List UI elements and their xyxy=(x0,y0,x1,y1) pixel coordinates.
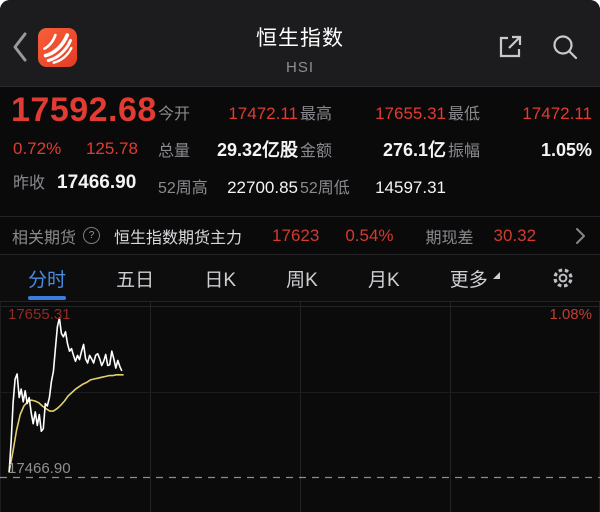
basis-label: 期现差 xyxy=(425,229,474,247)
chevron-left-icon xyxy=(13,32,27,62)
prev-close-value: 17466.90 xyxy=(57,172,137,193)
stats-row-1: 今开 17472.11 最高 17655.31 最低 17472.11 xyxy=(158,93,594,130)
share-button[interactable] xyxy=(496,33,524,61)
chart-max-percent-label: 1.08% xyxy=(549,306,592,323)
stat-turnover-label: 金额 xyxy=(300,142,333,160)
stat-low-label: 最低 xyxy=(448,105,481,123)
stats-grid: 今开 17472.11 最高 17655.31 最低 17472.11 总量 2… xyxy=(158,93,594,204)
eastmoney-logo-icon xyxy=(38,28,77,67)
caret-down-icon xyxy=(492,271,500,279)
stat-low: 最低 17472.11 xyxy=(448,100,594,124)
stat-volume: 总量 29.32亿股 xyxy=(158,136,300,162)
intraday-plot xyxy=(0,302,600,512)
tab-more[interactable]: 更多 xyxy=(450,255,500,302)
futures-change-percent: 0.54% xyxy=(345,225,394,245)
futures-label: 相关期货 xyxy=(12,229,77,247)
tab-intraday[interactable]: 分时 xyxy=(28,255,66,302)
search-icon xyxy=(553,35,578,60)
chart-prev-close-label: 17466.90 xyxy=(8,460,71,477)
gear-icon xyxy=(553,268,573,288)
tab-daily-k[interactable]: 日K xyxy=(204,269,236,291)
back-button[interactable] xyxy=(10,30,30,64)
tab-monthly-k[interactable]: 月K xyxy=(367,269,400,291)
stat-amplitude-value: 1.05% xyxy=(540,139,592,160)
chevron-right-icon xyxy=(576,227,585,244)
basis-value: 30.32 xyxy=(493,225,537,245)
stat-turnover-value: 276.1亿 xyxy=(382,139,446,160)
change-value: 125.78 xyxy=(85,139,138,158)
page-title: 恒生指数 xyxy=(256,27,344,50)
top-bar: 恒生指数 HSI xyxy=(0,0,600,87)
avg_price-line xyxy=(8,374,124,473)
change-percent: 0.72% xyxy=(13,139,62,158)
stat-low-value: 17472.11 xyxy=(522,103,592,123)
settings-button[interactable] xyxy=(550,265,576,291)
divider xyxy=(0,216,600,217)
price-line xyxy=(8,317,123,473)
last-price: 17592.68 xyxy=(11,91,157,129)
intraday-chart[interactable]: 17655.31 1.08% 17466.90 xyxy=(0,301,600,512)
stat-volume-label: 总量 xyxy=(158,142,191,160)
stat-52wk-low: 52周低 14597.31 xyxy=(300,174,448,198)
change-row: 0.72% 125.78 xyxy=(13,139,138,159)
stat-open-value: 17472.11 xyxy=(228,103,298,123)
tab-five-day[interactable]: 五日 xyxy=(116,269,155,291)
stats-row-2: 总量 29.32亿股 金额 276.1亿 振幅 1.05% xyxy=(158,130,594,167)
tab-more-label: 更多 xyxy=(449,269,488,291)
stat-amplitude-label: 振幅 xyxy=(448,142,481,160)
stat-open: 今开 17472.11 xyxy=(158,100,300,124)
stat-52wk-low-label: 52周低 xyxy=(300,179,350,197)
chart-period-tabbar: 分时 五日 日K 周K 月K 更多 xyxy=(0,255,600,301)
chart-high-label: 17655.31 xyxy=(8,306,71,323)
prev-close-label: 昨收 xyxy=(13,175,46,192)
title-block: 恒生指数 HSI xyxy=(120,22,480,76)
stat-52wk-high-label: 52周高 xyxy=(158,179,208,197)
stat-high: 最高 17655.31 xyxy=(300,100,448,124)
stat-52wk-high: 52周高 22700.85 xyxy=(158,174,300,198)
search-button[interactable] xyxy=(550,32,580,62)
stat-high-value: 17655.31 xyxy=(375,103,446,123)
quote-summary: 17592.68 0.72% 125.78 昨收 17466.90 今开 174… xyxy=(0,87,600,216)
app-logo[interactable] xyxy=(38,28,77,67)
divider xyxy=(0,254,600,255)
stat-52wk-high-value: 22700.85 xyxy=(227,177,298,197)
prev-close-row: 昨收 17466.90 xyxy=(13,169,136,194)
related-futures-bar[interactable]: 相关期货 ? 恒生指数期货主力 17623 0.54% 期现差 30.32 xyxy=(0,217,600,254)
stat-turnover: 金额 276.1亿 xyxy=(300,136,448,162)
stat-open-label: 今开 xyxy=(158,105,191,123)
futures-contract-name: 恒生指数期货主力 xyxy=(114,229,243,247)
futures-price: 17623 xyxy=(272,225,320,245)
tab-weekly-k[interactable]: 周K xyxy=(286,269,318,291)
stat-amplitude: 振幅 1.05% xyxy=(448,137,594,161)
ticker-symbol: HSI xyxy=(285,59,314,76)
stats-row-3: 52周高 22700.85 52周低 14597.31 xyxy=(158,167,594,204)
share-icon xyxy=(499,35,522,58)
stat-52wk-low-value: 14597.31 xyxy=(375,177,446,197)
stat-volume-value: 29.32亿股 xyxy=(216,139,298,160)
help-icon[interactable]: ? xyxy=(83,227,101,244)
stat-high-label: 最高 xyxy=(300,105,333,123)
